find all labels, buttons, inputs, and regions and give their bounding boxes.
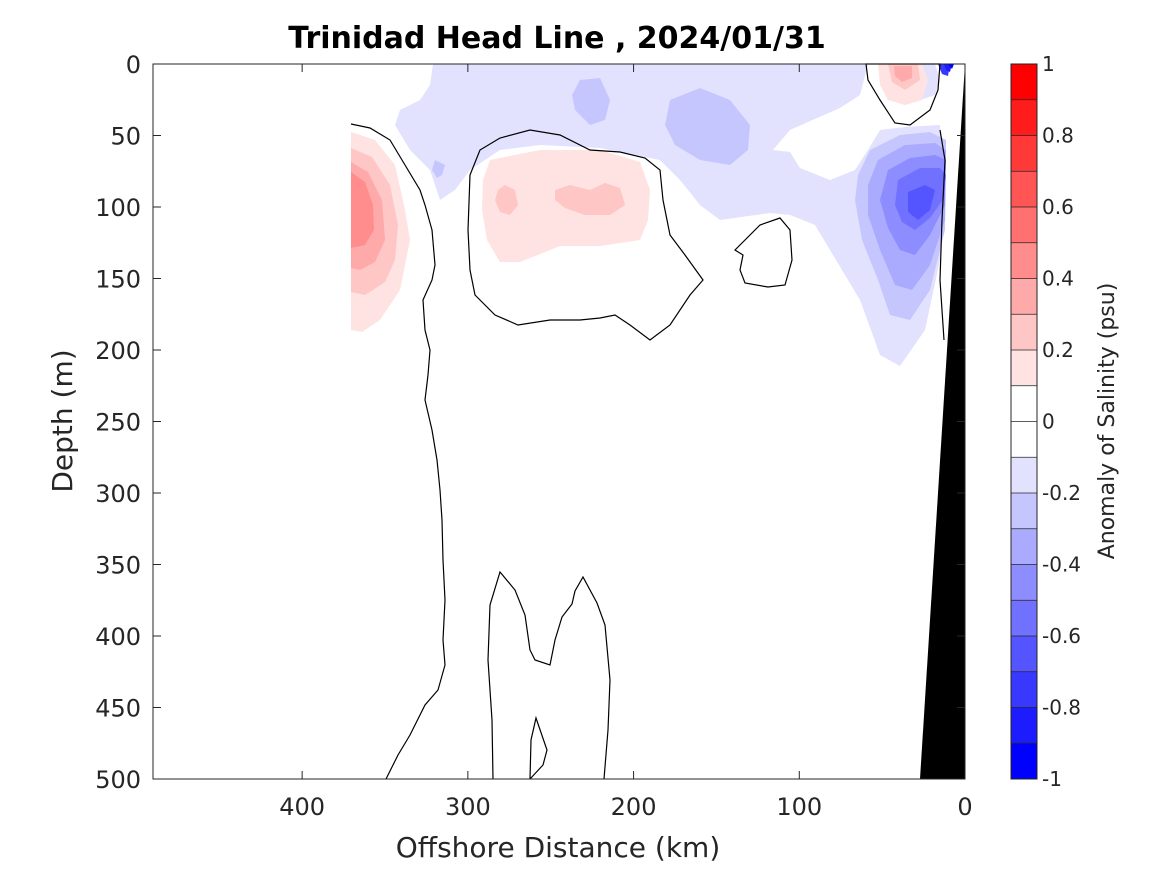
y-tick-label: 400 [95, 623, 141, 651]
y-tick-label: 200 [95, 337, 141, 365]
colorbar-tick-label: -0.4 [1042, 553, 1081, 577]
y-tick-label: 500 [95, 766, 141, 794]
colorbar-swatch [1011, 528, 1037, 565]
moderate-negative-anomaly-layer [432, 64, 954, 320]
colorbar-tick-label: 0 [1042, 410, 1055, 434]
colorbar-swatch [1011, 564, 1037, 601]
y-tick-label: 250 [95, 409, 141, 437]
colorbar-swatch [1011, 493, 1037, 529]
colorbar-swatch [1011, 314, 1037, 350]
y-tick-label: 150 [95, 266, 141, 294]
y-tick-label: 350 [95, 552, 141, 580]
x-axis: 400 300 200 100 0 [279, 64, 973, 821]
y-tick-label: 0 [126, 51, 141, 79]
y-tick-label: 100 [95, 194, 141, 222]
colorbar-swatch [1011, 135, 1037, 172]
x-tick-label: 300 [445, 793, 491, 821]
zero-contours [350, 63, 946, 780]
colorbar-swatch [1011, 350, 1037, 386]
colorbar-tick-label: 1 [1042, 52, 1055, 76]
colorbar: 1 0.8 0.6 0.4 0.2 0 -0.2 -0.4 -0.6 -0.8 -1 [1010, 52, 1081, 791]
colorbar-tick-label: 0.6 [1042, 195, 1074, 219]
x-tick-label: 0 [957, 793, 972, 821]
y-axis-label: Depth (m) [46, 349, 79, 492]
colorbar-swatch [1011, 64, 1037, 100]
colorbar-swatch [1011, 636, 1037, 672]
colorbar-frame [1010, 63, 1038, 780]
colorbar-swatch [1011, 171, 1037, 207]
y-tick-label: 300 [95, 480, 141, 508]
y-axis: 0 50 100 150 200 250 300 350 400 450 500 [95, 51, 965, 794]
bathymetry-mask [920, 64, 965, 779]
plot-area: 400 300 200 100 0 0 50 100 150 200 250 300 350 400 45… [95, 51, 972, 821]
x-axis-label: Offshore Distance (km) [396, 831, 721, 864]
colorbar-swatch [1011, 671, 1037, 708]
y-tick-label: 450 [95, 695, 141, 723]
colorbar-tick-label: 0.4 [1042, 267, 1074, 291]
colorbar-tick-label: 0.2 [1042, 338, 1074, 362]
colorbar-swatch [1011, 242, 1037, 279]
colorbar-swatch [1011, 421, 1037, 458]
colorbar-swatch [1011, 743, 1037, 779]
colorbar-swatch [1011, 207, 1037, 243]
colorbar-swatch [1011, 707, 1037, 744]
colorbar-label: Anomaly of Salinity (psu) [1095, 283, 1120, 560]
colorbar-tick-label: -0.8 [1042, 696, 1081, 720]
colorbar-swatch [1011, 99, 1037, 136]
colorbar-tick-label: -0.2 [1042, 481, 1081, 505]
colorbar-swatch [1011, 385, 1037, 422]
colorbar-tick-label: 0.8 [1042, 124, 1074, 148]
colorbar-tick-label: -1 [1042, 767, 1062, 791]
colorbar-swatch [1011, 600, 1037, 636]
colorbar-tick-label: -0.6 [1042, 624, 1081, 648]
x-tick-label: 200 [611, 793, 657, 821]
colorbar-swatch [1011, 278, 1037, 315]
chart-title: Trinidad Head Line , 2024/01/31 [288, 21, 825, 56]
positive-anomaly-layers [351, 64, 928, 332]
y-tick-label: 50 [110, 123, 141, 151]
colorbar-swatch [1011, 457, 1037, 493]
x-tick-label: 100 [776, 793, 822, 821]
x-tick-label: 400 [279, 793, 325, 821]
